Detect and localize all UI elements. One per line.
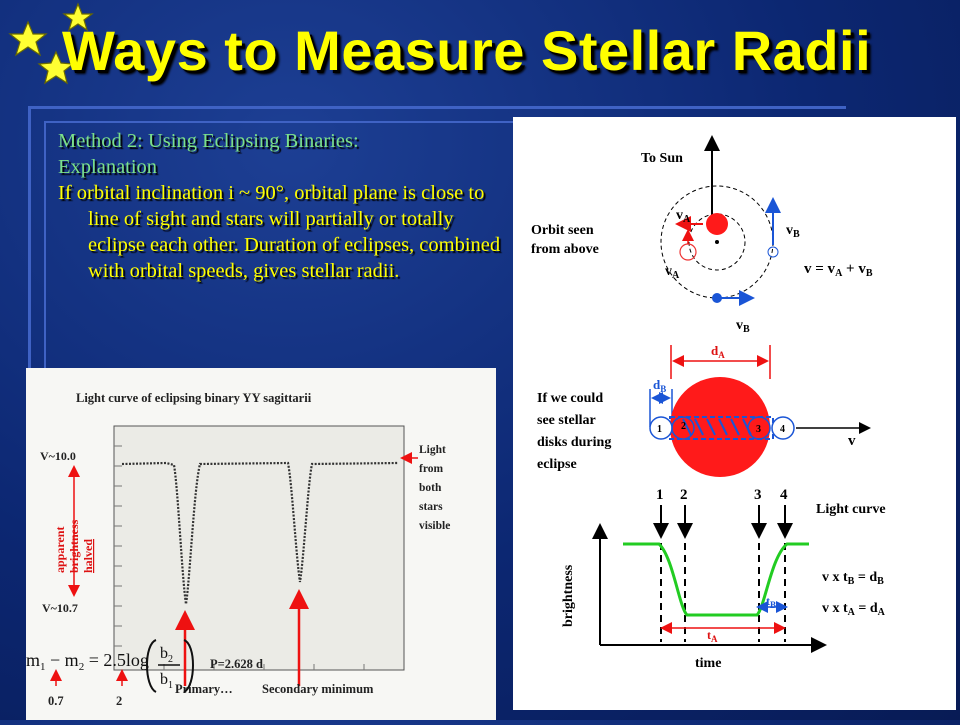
light-curve-photo: Light curve of eclipsing binary YY sagit…	[26, 391, 450, 708]
eclipse-equation-a: v x tA = dA	[822, 601, 886, 618]
position-label-3: 3	[756, 424, 761, 435]
light-note-line5: visible	[419, 520, 450, 532]
db-label: dB	[653, 377, 666, 394]
star-icon	[62, 2, 94, 32]
position-label-2: 2	[681, 421, 686, 432]
frame-line	[28, 106, 846, 109]
star-a-position	[679, 243, 697, 261]
star-b-position-2	[671, 416, 695, 440]
eclipse-note-line3: disks during	[537, 435, 611, 450]
star-a	[706, 213, 728, 235]
ta-label: tA	[707, 628, 718, 644]
brightness-axis-label: brightness	[561, 564, 576, 627]
formula-bracket	[146, 639, 157, 693]
star-icon	[37, 50, 75, 85]
period-label: P=2.628 d	[210, 657, 263, 671]
light-note-line4: stars	[419, 501, 443, 513]
star-b-position-3	[747, 416, 771, 440]
star-a-disk	[670, 377, 770, 477]
eclipse-diagram-panel: To Sun Orbit seen from above vA vA vB vB…	[513, 117, 956, 710]
frame-line	[28, 106, 31, 376]
primary-label: Primary…	[175, 682, 233, 696]
magnitude-difference-value: 0.7	[48, 694, 64, 708]
light-note-line1: Light	[419, 444, 446, 456]
velocity-equation: v = vA + vB	[804, 261, 873, 279]
photo-caption: Light curve of eclipsing binary YY sagit…	[76, 391, 312, 405]
position-label-1: 1	[657, 424, 662, 435]
da-label: dA	[711, 343, 725, 360]
velocity-v-label: v	[848, 433, 856, 449]
eclipse-note-line1: If we could	[537, 391, 603, 406]
method-heading-line2: Explanation	[58, 156, 158, 178]
explanation-text: Method 2: Using Eclipsing Binaries: Expl…	[58, 128, 508, 284]
eclipse-diagram: To Sun Orbit seen from above vA vA vB vB…	[531, 135, 886, 671]
velocity-b-label: vB	[786, 223, 800, 240]
contact-label-4: 4	[780, 487, 788, 503]
orbit-label-line1: Orbit seen	[531, 223, 594, 238]
formula-denominator: b1	[160, 671, 173, 691]
brightness-label: brightness	[67, 519, 81, 573]
formula-numerator: b2	[160, 645, 173, 665]
magnitude-formula: m1 − m2 = 2.5log	[26, 650, 149, 673]
star-b-position-4	[771, 416, 795, 440]
star-icon	[8, 20, 48, 57]
frame-line	[44, 121, 514, 123]
slide-title: Ways to Measure Stellar Radii	[62, 19, 872, 82]
orbit-label-line2: from above	[531, 242, 599, 257]
velocity-a-label: vA	[676, 208, 691, 225]
contact-label-3: 3	[754, 487, 762, 503]
eclipse-note-line4: eclipse	[537, 457, 577, 472]
frame-line	[44, 121, 46, 371]
contact-label-2: 2	[680, 487, 688, 503]
eclipse-note-line2: see stellar	[537, 413, 596, 428]
plot-frame	[113, 425, 405, 671]
apparent-label: apparent	[53, 527, 67, 573]
light-curve-photo-panel: Light curve of eclipsing binary YY sagit…	[26, 368, 496, 720]
tb-label: tB	[766, 594, 776, 610]
light-note-line3: both	[419, 482, 442, 494]
brightness-ratio-value: 2	[116, 694, 122, 708]
orbit-a	[688, 213, 746, 271]
method-heading-line1: Method 2: Using Eclipsing Binaries:	[58, 130, 359, 152]
eclipse-equation-b: v x tB = dB	[822, 570, 884, 587]
halved-label: halved	[81, 539, 95, 573]
center-of-mass	[715, 240, 719, 244]
light-curve-line	[623, 542, 809, 617]
velocity-b-label: vB	[736, 318, 750, 335]
light-curve-data	[121, 461, 399, 605]
explanation-paragraph: If orbital inclination i ~ 90°, orbital …	[58, 182, 501, 282]
time-axis-label: time	[695, 656, 721, 671]
position-label-4: 4	[780, 424, 785, 435]
decorative-stars	[8, 2, 94, 85]
v-top-label: V~10.0	[40, 449, 76, 463]
contact-label-1: 1	[656, 487, 664, 503]
star-b	[767, 246, 779, 258]
light-curve-label: Light curve	[816, 502, 886, 517]
formula-bracket	[183, 639, 194, 693]
to-sun-label: To Sun	[641, 151, 683, 166]
plot-ticks	[114, 445, 365, 670]
v-bottom-label: V~10.7	[42, 601, 78, 615]
light-note-line2: from	[419, 463, 443, 475]
transit-hatching	[682, 418, 752, 436]
velocity-a-label: vA	[665, 264, 680, 281]
secondary-label: Secondary minimum	[262, 682, 374, 696]
